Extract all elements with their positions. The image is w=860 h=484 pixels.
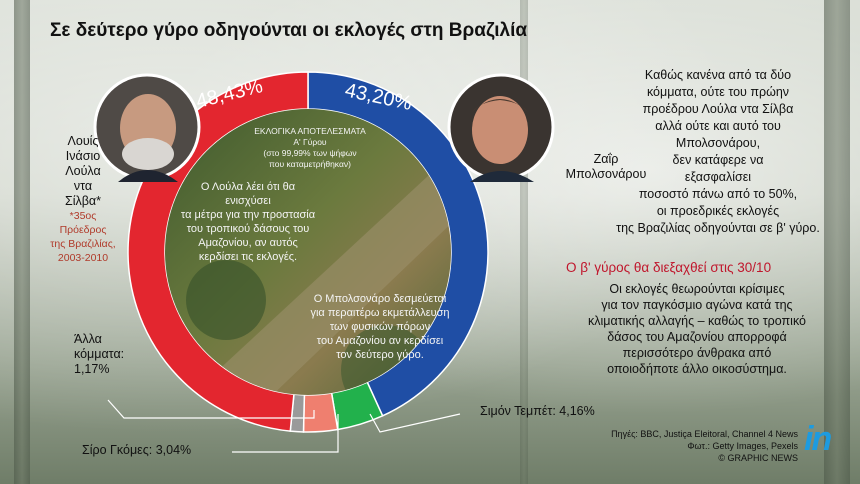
background-tree-left bbox=[14, 0, 30, 484]
in-logo: in bbox=[804, 420, 832, 458]
page-title: Σε δεύτερο γύρο οδηγούνται οι εκλογές στ… bbox=[50, 20, 528, 41]
credits: Πηγές: BBC, Justiça Eleitoral, Channel 4… bbox=[560, 428, 798, 464]
copyright: © GRAPHIC NEWS bbox=[718, 453, 798, 463]
lula-portrait bbox=[93, 73, 201, 182]
results-sub3: που καταμετρήθηκαν) bbox=[269, 159, 351, 169]
results-header: ΕΚΛΟΓΙΚΑ ΑΠΟΤΕΛΕΣΜΑΤΑ Α' Γύρου (στο 99,9… bbox=[250, 126, 370, 170]
results-sub2: (στο 99,99% των ψήφων bbox=[263, 148, 357, 158]
sources-credit: Πηγές: BBC, Justiça Eleitoral, Channel 4… bbox=[611, 429, 798, 439]
climate-paragraph: Οι εκλογές θεωρούνται κρίσιμες για τον π… bbox=[588, 282, 806, 376]
second-round-heading: Ο β' γύρος θα διεξαχθεί στις 30/10 bbox=[566, 260, 772, 275]
lula-footnote: *35ος Πρόεδρος της Βραζιλίας, 2003-2010 bbox=[50, 210, 116, 264]
bolsonaro-label: Ζαΐρ Μπολσονάρου bbox=[565, 152, 647, 181]
others-label: Άλλα κόμματα: 1,17% bbox=[74, 332, 125, 376]
deforested-strip bbox=[186, 150, 451, 395]
gomes-label: Σίρο Γκόμες: 3,04% bbox=[82, 443, 192, 457]
results-sub1: Α' Γύρου bbox=[293, 137, 327, 147]
bolsonaro-portrait bbox=[447, 73, 555, 182]
intro-paragraph: Καθώς κανένα από τα δύο κόμματα, ούτε το… bbox=[616, 68, 820, 235]
tebet-label: Σιμόν Τεμπέτ: 4,16% bbox=[480, 404, 595, 418]
results-ring-chart: 48,43% 43,20% bbox=[127, 71, 489, 433]
bolsonaro-note: Ο Μπολσονάρο δεσμεύεται για περαιτέρω εκ… bbox=[310, 293, 450, 361]
background-tree-mid bbox=[520, 0, 528, 484]
photos-credit: Φωτ.: Getty Images, Pexels bbox=[687, 441, 798, 451]
lula-label: Λουίς Ινάσιο Λούλα ντα Σίλβα* *35ος Πρόε… bbox=[46, 134, 120, 265]
lula-note: Ο Λούλα λέει ότι θα ενισχύσει τα μέτρα γ… bbox=[180, 181, 316, 263]
background-tree-right bbox=[824, 0, 850, 484]
results-title: ΕΚΛΟΓΙΚΑ ΑΠΟΤΕΛΕΣΜΑΤΑ bbox=[254, 126, 366, 136]
